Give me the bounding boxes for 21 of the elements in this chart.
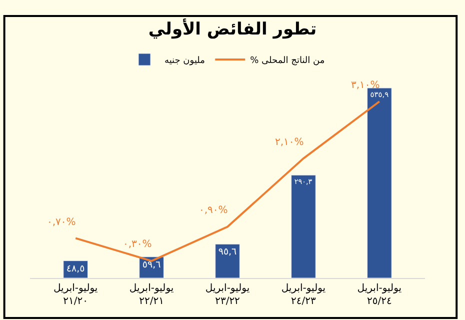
data-label: ٠,٧٠% [47, 217, 76, 228]
x-tick-label: يوليو-ابريل ٢٣/٢٢ [205, 283, 250, 307]
x-tick-label: يوليو-ابريل ٢١/٢٠ [53, 283, 98, 307]
legend-label: مليون جنيه [164, 56, 206, 66]
data-label: ٢,١٠% [275, 137, 304, 148]
data-label: ٥٩,٦ [142, 259, 161, 270]
x-tick-label: يوليو-ابريل ٢٢/٢١ [129, 283, 174, 307]
legend-label: % من الناتج المحلى [250, 56, 325, 66]
data-label: ٤٨,٥ [66, 263, 85, 274]
data-label: ٢٩٠,٣ [294, 176, 312, 186]
bar [367, 88, 392, 278]
data-label: ٠,٣٠% [123, 239, 152, 250]
data-label: ٠,٩٠% [199, 205, 228, 216]
bar [291, 174, 316, 278]
x-tick-label: يوليو-ابريل ٢٤/٢٣ [281, 283, 326, 307]
data-label: ٣,١٠% [351, 80, 380, 91]
data-label: ٥٣٥,٩ [370, 90, 389, 99]
x-tick-label: يوليو-ابريل ٢٥/٢٤ [357, 283, 402, 307]
chart-title: تطور الفائض الأولي [148, 17, 317, 40]
data-label: ٩٥,٦ [218, 246, 237, 258]
bar [215, 244, 240, 278]
